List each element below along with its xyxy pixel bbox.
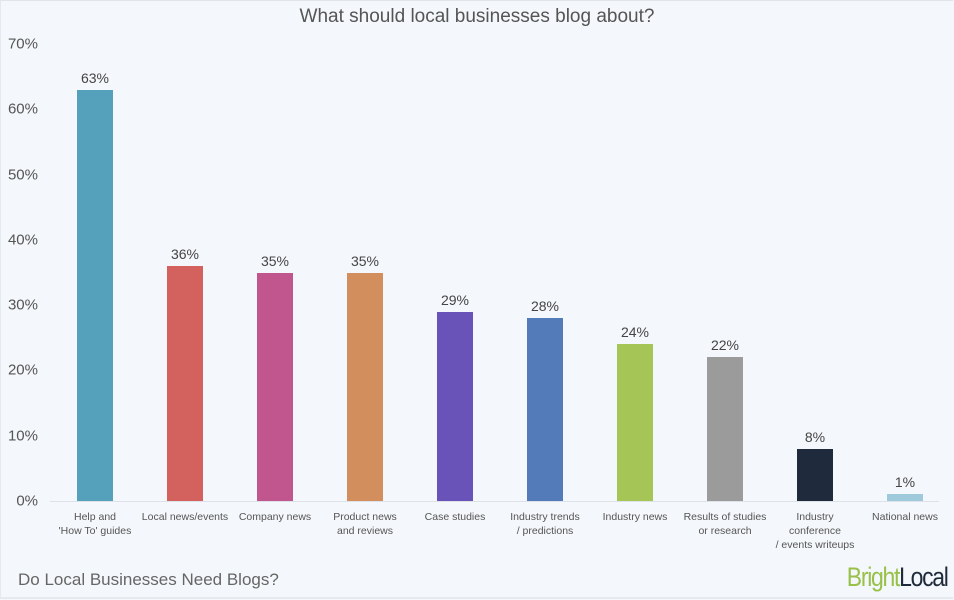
bar [797, 448, 833, 501]
y-tick-label: 20% [7, 361, 38, 379]
bar [527, 318, 563, 501]
bar [707, 357, 743, 501]
x-category-label: Product news and reviews [333, 511, 397, 537]
bar-value-label: 22% [710, 337, 740, 354]
bar-value-label: 8% [804, 428, 826, 445]
bar [257, 272, 293, 501]
bar-value-label: 28% [530, 298, 560, 315]
bar-value-label: 24% [620, 324, 650, 341]
y-tick-label: 40% [7, 231, 38, 249]
bar-value-label: 36% [170, 245, 200, 262]
bar [77, 89, 113, 501]
x-category-label: Industry news [602, 511, 668, 523]
x-category-label: Company news [238, 511, 312, 523]
y-tick-label: 70% [7, 35, 38, 53]
bar-value-label: 63% [80, 69, 110, 86]
y-tick-label: 60% [7, 100, 38, 118]
footer-subtitle: Do Local Businesses Need Blogs? [18, 570, 279, 589]
y-tick-label: 0% [16, 492, 38, 510]
bar-value-label: 35% [260, 252, 290, 269]
x-category-label: Help and 'How To' guides [58, 511, 132, 537]
x-category-label: Case studies [424, 511, 486, 523]
bar-value-label: 1% [894, 474, 916, 491]
bar [347, 272, 383, 501]
brightlocal-logo: BrightLocal [847, 562, 950, 593]
bar [617, 344, 653, 501]
logo-local: Local [899, 562, 950, 592]
chart-title: What should local businesses blog about? [299, 6, 655, 27]
bar-value-label: 35% [350, 252, 380, 269]
x-category-label: Industry conference / events writeups [775, 511, 855, 551]
x-category-label: National news [872, 511, 938, 523]
y-tick-label: 10% [7, 427, 38, 445]
x-category-label: Industry trends / predictions [510, 511, 580, 537]
x-axis-baseline [50, 501, 939, 502]
y-tick-label: 50% [7, 166, 38, 184]
bar [437, 311, 473, 501]
logo-bright: Bright [847, 562, 901, 592]
bar [887, 494, 923, 501]
y-tick-label: 30% [7, 296, 38, 314]
x-category-label: Local news/events [141, 511, 229, 523]
x-category-label: Results of studies or research [683, 511, 767, 537]
bar-value-label: 29% [440, 291, 470, 308]
bar [167, 265, 203, 501]
